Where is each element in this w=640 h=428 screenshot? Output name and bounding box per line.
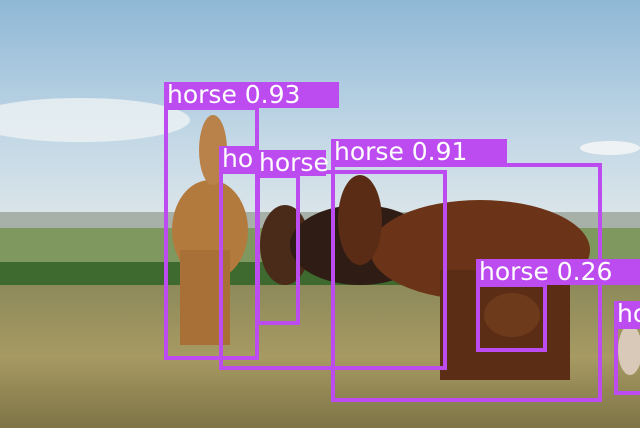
label-text: horse 0.91	[334, 137, 467, 166]
detection-label: horse 0.26	[476, 257, 640, 286]
label-text: horse 0.26	[479, 257, 612, 286]
detection-label: ho	[614, 299, 640, 328]
label-text: horse 0.93	[167, 80, 300, 109]
detection-label: horse 0.91	[331, 137, 507, 166]
label-background	[256, 150, 326, 176]
label-background	[164, 82, 339, 108]
label-text: ho	[222, 144, 253, 173]
label-background	[219, 146, 257, 172]
detection-label: horse 0.93	[164, 80, 339, 109]
label-background	[614, 301, 640, 327]
detection-label: horse	[256, 148, 329, 177]
horses	[172, 115, 640, 380]
label-background	[331, 139, 507, 165]
label-text: horse	[259, 148, 329, 177]
detection-label: ho	[219, 144, 257, 173]
label-background	[476, 259, 640, 285]
label-text: ho	[617, 299, 640, 328]
